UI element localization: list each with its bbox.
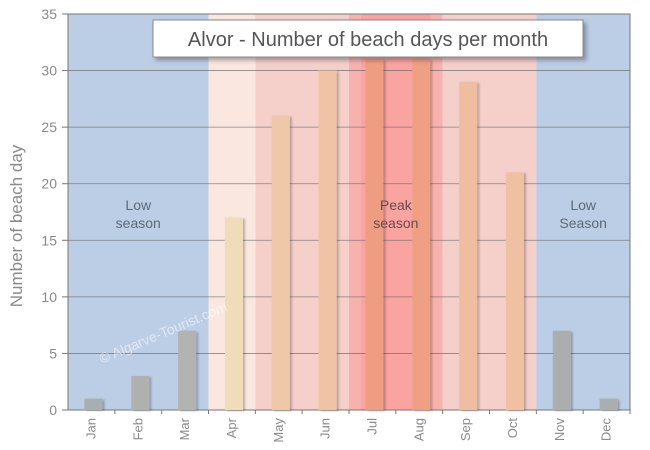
bar-dec [599,398,618,410]
bar-feb [131,376,150,410]
season-label-low-season-end-line-2: Season [559,215,606,231]
y-tick-label-5: 5 [49,345,57,361]
season-label-low-season-start-line-2: season [116,215,161,231]
season-label-peak-season-line-1: Peak [380,197,413,213]
bar-may [271,115,290,410]
y-tick-label-20: 20 [41,176,57,192]
x-tick-label-sep: Sep [458,418,473,441]
season-label-low-season-start-line-1: Low [125,197,152,213]
x-tick-label-mar: Mar [177,417,192,440]
bar-jun [318,70,337,411]
chart-title: Alvor - Number of beach days per month [188,29,548,51]
x-tick-label-dec: Dec [599,418,614,442]
x-tick-label-feb: Feb [130,418,145,440]
bar-aug [412,59,431,410]
bar-jan [84,398,103,410]
bar-mar [178,330,197,410]
y-tick-label-30: 30 [41,63,57,79]
season-labels: Low season Peak season Low Season [116,197,607,231]
axes: 0 5 10 15 20 25 30 35 Jan Feb Mar Apr May Jun Jul Aug Se… [41,6,631,443]
x-tick-label-jun: Jun [318,418,333,439]
x-tick-label-jul: Jul [364,418,379,435]
x-tick-label-nov: Nov [552,418,567,442]
chart-title-box: Alvor - Number of beach days per month [152,19,584,58]
season-band-low-season-end [536,14,630,410]
season-label-peak-season-line-2: season [373,215,418,231]
bars [84,59,618,411]
y-tick-label-0: 0 [49,402,57,418]
x-tick-label-jan: Jan [83,418,98,439]
bar-nov [552,330,571,410]
bar-sep [459,81,478,410]
y-tick-label-15: 15 [41,232,57,248]
x-tick-label-may: May [271,418,286,443]
season-label-low-season-end-line-1: Low [570,197,597,213]
x-tick-label-apr: Apr [224,417,239,438]
bar-apr [224,217,243,410]
y-tick-label-10: 10 [41,289,57,305]
y-tick-label-25: 25 [41,119,57,135]
title-box-frame [152,19,584,58]
x-tick-label-oct: Oct [505,418,520,439]
season-bands [68,14,630,410]
bar-oct [505,172,524,410]
y-axis-title: Number of beach day [7,144,26,307]
bar-jul [365,59,384,410]
y-tick-label-35: 35 [41,6,57,22]
x-tick-label-aug: Aug [411,418,426,441]
